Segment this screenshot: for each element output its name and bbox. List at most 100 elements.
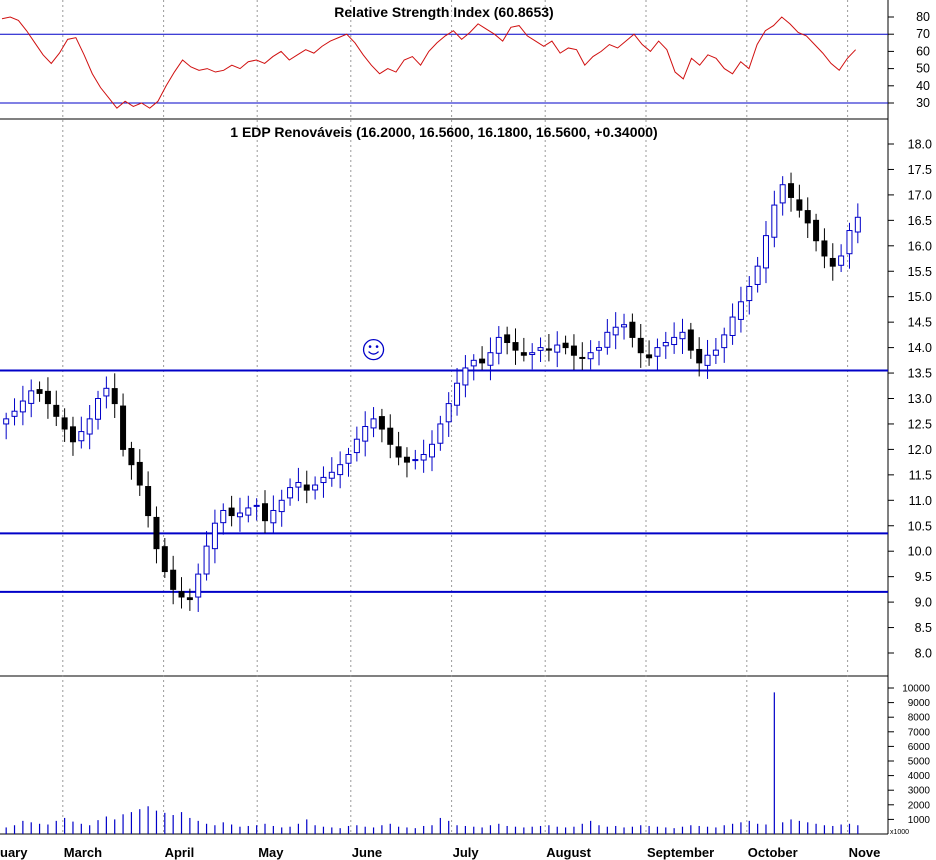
candle-body (211, 522, 218, 550)
candle-body (378, 416, 385, 430)
candle-body (512, 342, 519, 351)
candle-body (829, 257, 836, 267)
candle-body (178, 591, 185, 598)
candle-body (153, 516, 160, 550)
candle-body (69, 426, 76, 443)
volume-tick-label: 8000 (908, 713, 931, 724)
candle-body (754, 265, 761, 285)
candle-body (729, 316, 736, 336)
candle-body (712, 349, 719, 356)
rsi-reference-lines (0, 33, 888, 104)
candle-body (646, 354, 653, 359)
candle-body (554, 344, 561, 353)
candle-body (746, 286, 753, 302)
candle-body (420, 453, 427, 461)
candle-body (228, 507, 235, 517)
month-label: uary (0, 845, 28, 860)
candle-body (136, 461, 143, 486)
candle-body (370, 418, 377, 429)
smiley-mouth (368, 351, 380, 355)
candle-body (721, 334, 728, 349)
candle-body (838, 255, 845, 266)
volume-tick-label: 1000 (908, 815, 931, 826)
price-support-resistance-lines (0, 369, 888, 593)
volume-tick-label: 3000 (908, 786, 931, 797)
candle-body (61, 417, 68, 430)
candle-body (220, 509, 227, 524)
price-tick-label: 12.0 (908, 443, 932, 457)
candle-body (621, 324, 628, 328)
candle-body (437, 423, 444, 444)
candle-body (245, 507, 252, 516)
price-panel: 1 EDP Renováveis (16.2000, 16.5600, 16.1… (0, 124, 932, 661)
candle-body (696, 348, 703, 364)
volume-y-axis: 10000 9000 8000 7000 6000 5000 4000 3000 2000 100… (888, 684, 930, 826)
rsi-tick-label: 40 (916, 79, 930, 93)
candle-body (562, 342, 569, 349)
candle-body (537, 347, 544, 351)
month-label: March (64, 845, 102, 860)
month-label: June (352, 845, 382, 860)
rsi-tick-label: 30 (916, 96, 930, 110)
candle-body (779, 184, 786, 204)
volume-tick-label: 6000 (908, 742, 931, 753)
candle-body (445, 403, 452, 423)
smiley-face-outline (362, 338, 385, 361)
month-label: May (258, 845, 284, 860)
rsi-line (1, 16, 856, 109)
candle-body (412, 459, 419, 462)
price-title: 1 EDP Renováveis (16.2000, 16.5600, 16.1… (230, 124, 657, 140)
price-tick-label: 11.0 (909, 494, 932, 508)
candle-body (262, 503, 269, 522)
candle-body (387, 427, 394, 445)
price-tick-label: 13.0 (908, 392, 932, 406)
price-tick-label: 8.5 (915, 621, 932, 635)
candle-body (804, 210, 811, 224)
candle-body (320, 476, 327, 484)
candle-body (470, 359, 477, 367)
candle-body (345, 453, 352, 464)
candle-body (587, 352, 594, 360)
candle-body (654, 347, 661, 357)
candle-body (629, 321, 636, 338)
candle-body (395, 446, 402, 458)
candle-body (253, 504, 260, 507)
month-label: Nove (849, 845, 881, 860)
candle-body (846, 230, 853, 255)
month-label: April (165, 845, 195, 860)
candle-body (462, 367, 469, 386)
candle-body (454, 382, 461, 406)
candle-body (529, 352, 536, 356)
candle-body (854, 216, 861, 233)
candle-body (504, 334, 511, 344)
rsi-panel: Relative Strength Index (60.8653) 80 70 60… (0, 4, 930, 110)
price-tick-label: 16.5 (908, 214, 932, 228)
candle-body (19, 400, 26, 413)
candle-body (103, 387, 110, 397)
candle-body (487, 352, 494, 366)
price-tick-label: 16.0 (908, 239, 932, 253)
candle-body (520, 352, 527, 356)
month-label: July (453, 845, 480, 860)
price-tick-label: 12.5 (908, 417, 932, 431)
price-tick-label: 17.5 (908, 163, 932, 177)
price-tick-label: 18.0 (908, 138, 932, 152)
candle-body (570, 345, 577, 356)
candle-body (44, 390, 51, 405)
price-tick-label: 10.5 (908, 519, 932, 533)
candle-body (403, 456, 410, 463)
candle-body (328, 471, 335, 479)
candle-body (203, 545, 210, 575)
candle-body (612, 326, 619, 336)
candle-body (687, 329, 694, 351)
price-tick-label: 9.5 (915, 570, 932, 584)
price-tick-label: 11.5 (909, 468, 932, 482)
candle-body (604, 331, 611, 348)
price-tick-label: 15.0 (908, 290, 932, 304)
volume-tick-label: 9000 (908, 698, 931, 709)
volume-bars (5, 692, 859, 834)
volume-tick-label: 7000 (908, 727, 931, 738)
candle-body (3, 418, 10, 425)
